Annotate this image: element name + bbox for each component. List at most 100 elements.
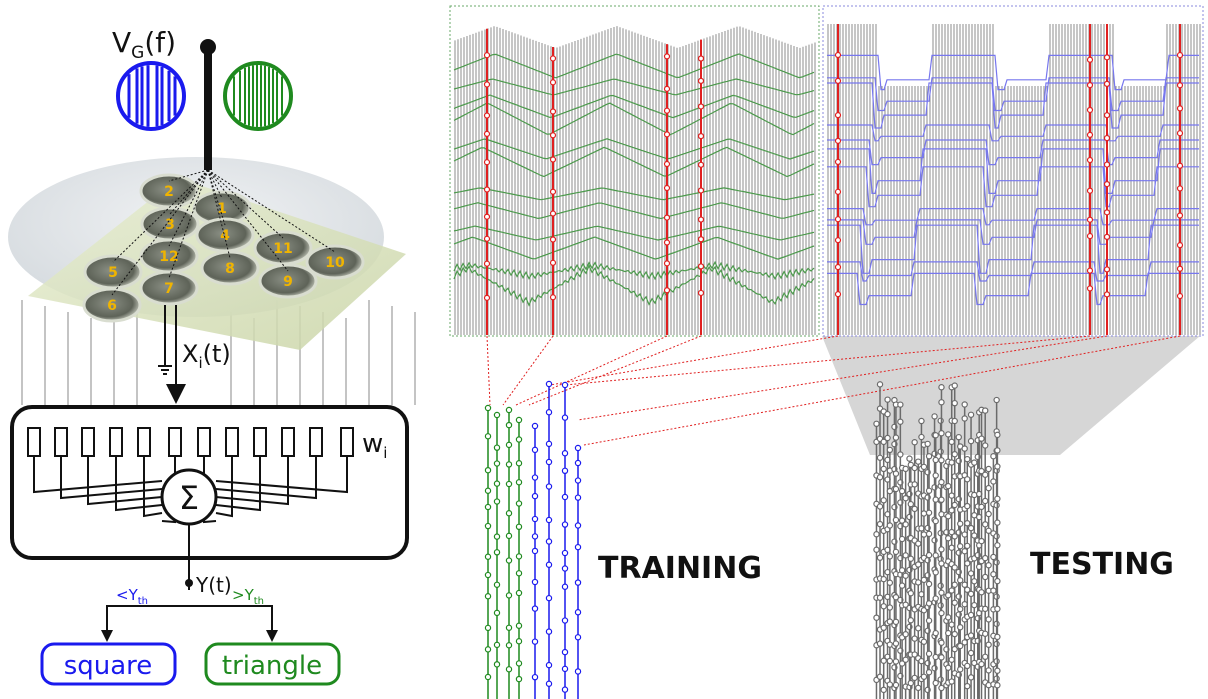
feature-point xyxy=(545,594,553,602)
feature-point xyxy=(531,673,539,681)
feature-point xyxy=(938,639,945,646)
feature-point xyxy=(948,678,955,685)
feature-point xyxy=(932,595,939,602)
feature-point xyxy=(978,660,985,668)
gate-fan-line xyxy=(207,169,226,226)
sample-point xyxy=(1086,285,1094,292)
feature-point xyxy=(994,431,1001,439)
feature-point xyxy=(515,622,523,629)
feature-point xyxy=(892,618,900,626)
feature-point xyxy=(531,578,539,586)
electrode-label: 7 xyxy=(164,281,174,297)
feature-point xyxy=(545,680,553,687)
feature-point xyxy=(898,567,906,574)
sample-point xyxy=(834,263,842,271)
sample-point xyxy=(1086,216,1094,223)
feature-point xyxy=(515,523,523,531)
feature-point xyxy=(493,581,501,588)
gate-fan-line xyxy=(207,169,289,272)
feature-point xyxy=(948,544,955,551)
feature-point xyxy=(545,440,553,448)
feature-point xyxy=(985,641,992,648)
feature-point xyxy=(948,459,955,466)
weight-wire xyxy=(60,456,163,500)
feature-point xyxy=(561,381,569,389)
feature-point xyxy=(880,624,887,632)
feature-point xyxy=(918,417,925,425)
weight-resistor xyxy=(137,427,151,457)
feature-point xyxy=(911,505,918,513)
feature-point xyxy=(898,535,906,543)
feature-point xyxy=(484,487,492,494)
feature-point xyxy=(907,500,915,508)
node-response-trace xyxy=(453,146,815,178)
feature-point xyxy=(876,640,884,647)
sample-point xyxy=(1103,134,1111,142)
feature-point xyxy=(937,529,944,537)
feature-point xyxy=(897,401,904,408)
feature-point xyxy=(561,493,569,501)
sample-point xyxy=(1103,180,1111,188)
feature-point xyxy=(898,517,906,524)
feature-point xyxy=(886,681,894,688)
square-wave-signal-icon xyxy=(116,61,186,131)
feature-point xyxy=(945,431,952,438)
feature-point xyxy=(545,538,553,545)
feature-point xyxy=(994,519,1001,526)
feature-point xyxy=(993,533,1000,540)
feature-point xyxy=(911,481,918,488)
gate-fan-line xyxy=(207,169,336,253)
testing-label: TESTING xyxy=(1030,547,1174,582)
weight-resistor xyxy=(225,427,239,457)
feature-point xyxy=(892,658,900,665)
weight-wire xyxy=(115,456,163,512)
weight-resistor xyxy=(109,427,123,457)
sample-point xyxy=(1176,185,1184,192)
gate-voltage-label: VG(f) xyxy=(112,26,176,63)
feature-point xyxy=(961,401,968,408)
feature-point xyxy=(574,494,582,501)
node-response-trace xyxy=(827,261,1199,282)
feature-point xyxy=(993,502,1000,509)
sample-point xyxy=(1176,265,1184,272)
feature-point xyxy=(990,478,997,485)
feature-point xyxy=(545,628,553,635)
gate-fan-lines xyxy=(111,169,336,296)
feature-point xyxy=(880,575,887,583)
feature-point xyxy=(990,571,997,578)
node-response-trace xyxy=(453,102,815,136)
weight-wire xyxy=(33,456,163,494)
sample-point xyxy=(549,55,557,62)
feature-point xyxy=(880,686,887,694)
electrode-disc xyxy=(305,244,365,280)
sample-point xyxy=(663,287,671,294)
gate-fan-line xyxy=(207,169,223,199)
feature-point xyxy=(505,421,513,429)
feature-point xyxy=(967,590,975,598)
node-response-trace xyxy=(827,224,1199,274)
feature-point xyxy=(886,553,894,560)
weight-resistor xyxy=(168,427,182,457)
feature-point xyxy=(876,673,884,680)
weight-resistor xyxy=(309,427,323,457)
feature-point xyxy=(932,653,939,661)
weight-wire xyxy=(215,456,289,506)
feature-point xyxy=(911,635,918,642)
feature-point xyxy=(982,554,989,562)
sample-point xyxy=(834,237,842,244)
weight-wire xyxy=(215,456,348,494)
sample-point xyxy=(483,130,491,137)
feature-point xyxy=(938,496,945,503)
feature-point xyxy=(515,479,523,486)
feature-point xyxy=(967,411,975,418)
feature-point xyxy=(561,467,569,475)
feature-point xyxy=(993,658,1000,665)
sample-point xyxy=(834,216,842,223)
feature-point xyxy=(982,407,989,414)
feature-point xyxy=(938,457,945,464)
sample-point xyxy=(483,52,491,59)
weight-wire xyxy=(143,456,163,518)
feature-point xyxy=(515,436,523,443)
feature-point xyxy=(964,542,971,550)
feature-point xyxy=(574,609,582,616)
